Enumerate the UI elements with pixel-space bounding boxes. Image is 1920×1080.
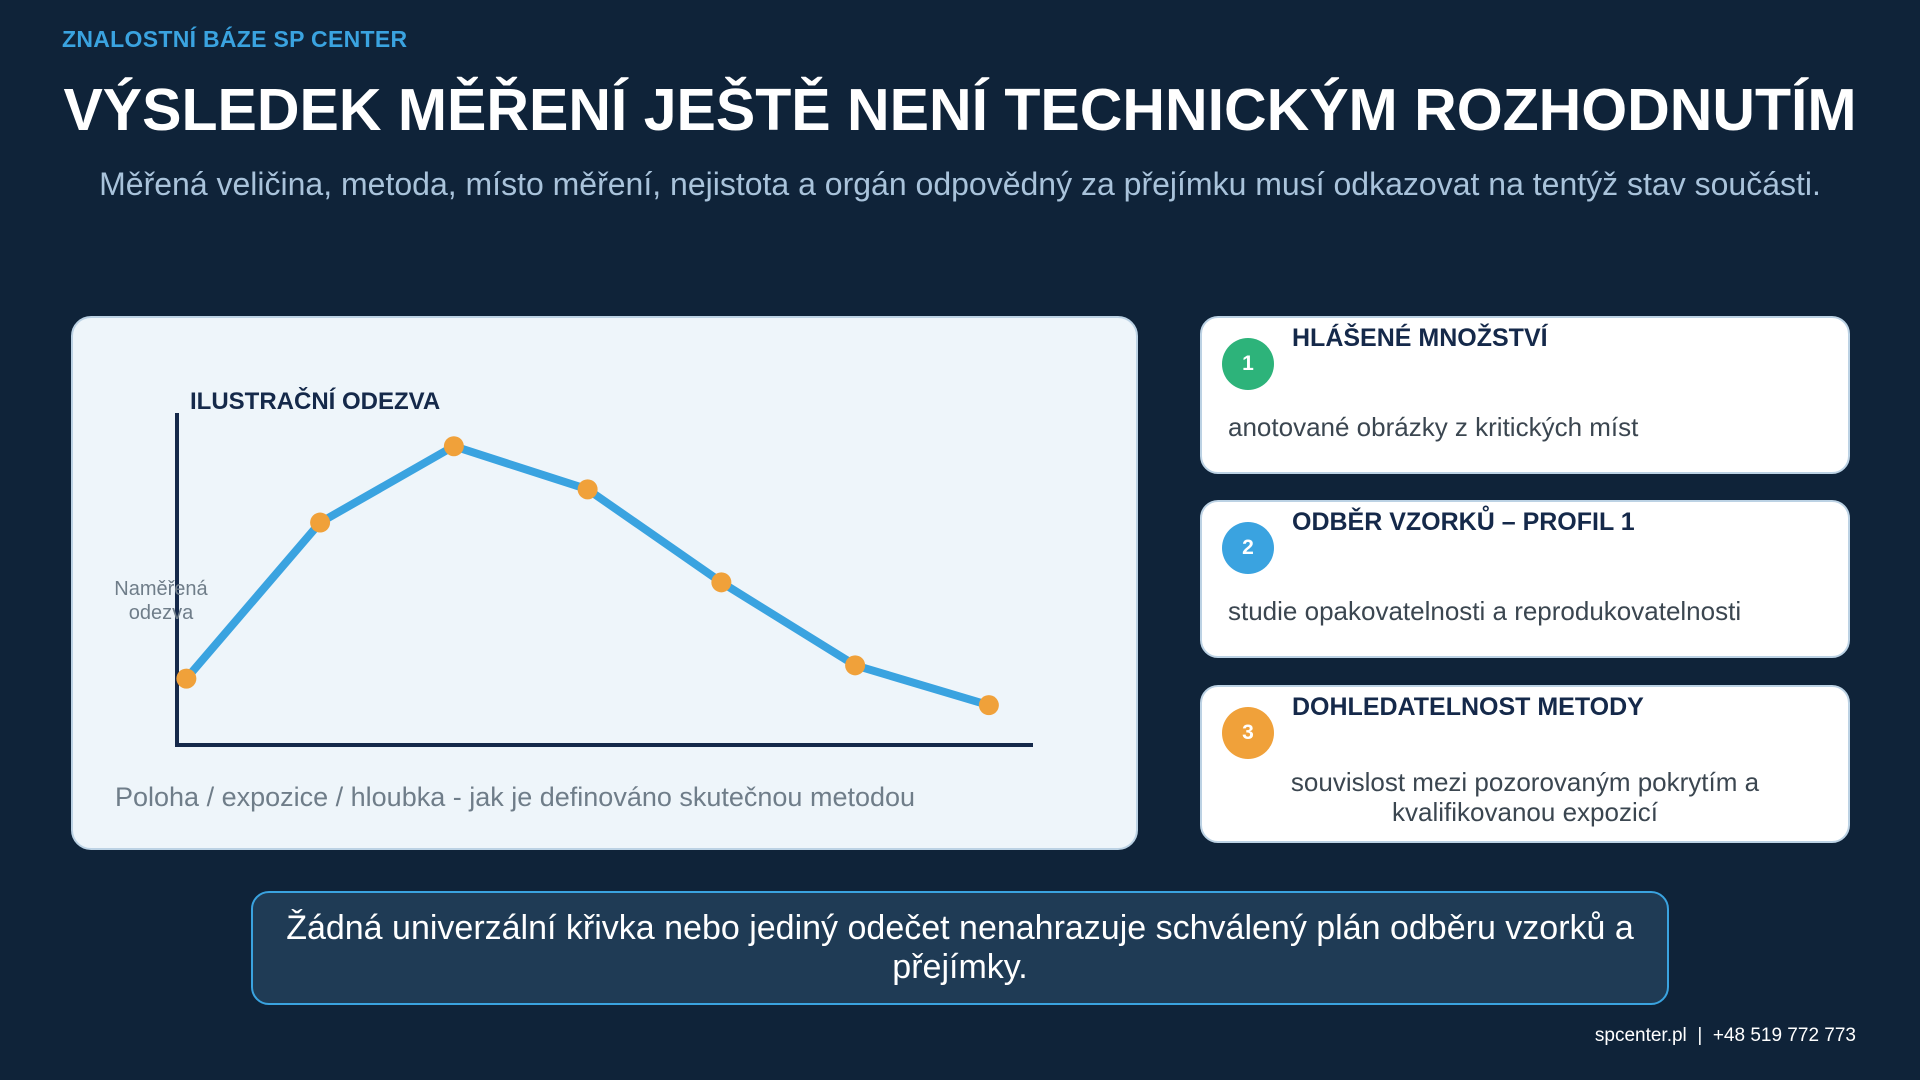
brand-label: ZNALOSTNÍ BÁZE SP CENTER — [62, 26, 408, 52]
data-point-5 — [711, 572, 732, 593]
card-text: studie opakovatelnosti a reprodukovateln… — [1228, 596, 1742, 626]
data-point-1 — [176, 668, 197, 689]
card-title: DOHLEDATELNOST METODY — [1292, 693, 1644, 721]
data-point-7 — [978, 695, 999, 716]
response-chart: ILUSTRAČNÍ ODEZVA Naměřená odezva — [114, 387, 1033, 747]
chart-title: ILUSTRAČNÍ ODEZVA — [190, 387, 440, 415]
card-sampling-profile: 2 ODBĚR VZORKŮ – PROFIL 1 studie opakova… — [1200, 500, 1850, 658]
page-subtitle: Měřená veličina, metoda, místo měření, n… — [99, 166, 1821, 202]
step-badge-2: 2 — [1222, 522, 1274, 574]
data-point-2 — [310, 512, 331, 533]
card-title: ODBĚR VZORKŮ – PROFIL 1 — [1292, 508, 1635, 536]
series-group — [176, 436, 999, 716]
data-point-3 — [443, 436, 464, 457]
contact-info: spcenter.pl | +48 519 772 773 — [1594, 1025, 1856, 1046]
bottom-note: Žádná univerzální křivka nebo jediný ode… — [251, 891, 1669, 1005]
data-point-4 — [577, 479, 598, 500]
step-badge-3: 3 — [1222, 707, 1274, 759]
card-reported-quantity: 1 HLÁŠENÉ MNOŽSTVÍ anotované obrázky z k… — [1200, 316, 1850, 474]
chart-caption: Poloha / expozice / hloubka - jak je def… — [115, 782, 916, 812]
card-text: anotované obrázky z kritických míst — [1228, 412, 1639, 442]
card-text: souvislost mezi pozorovaným pokrytím a k… — [1290, 767, 1760, 827]
card-title: HLÁŠENÉ MNOŽSTVÍ — [1292, 324, 1548, 352]
page-title: VÝSLEDEK MĚŘENÍ JEŠTĚ NENÍ TECHNICKÝM RO… — [63, 77, 1857, 143]
y-axis-label-line-1: Naměřená — [114, 578, 208, 600]
chart-panel: ILUSTRAČNÍ ODEZVA Naměřená odezva Poloha… — [71, 316, 1138, 850]
y-axis-label-line-2: odezva — [129, 602, 194, 624]
step-badge-1: 1 — [1222, 338, 1274, 390]
card-method-traceability: 3 DOHLEDATELNOST METODY souvislost mezi … — [1200, 685, 1850, 843]
data-point-6 — [845, 655, 866, 676]
